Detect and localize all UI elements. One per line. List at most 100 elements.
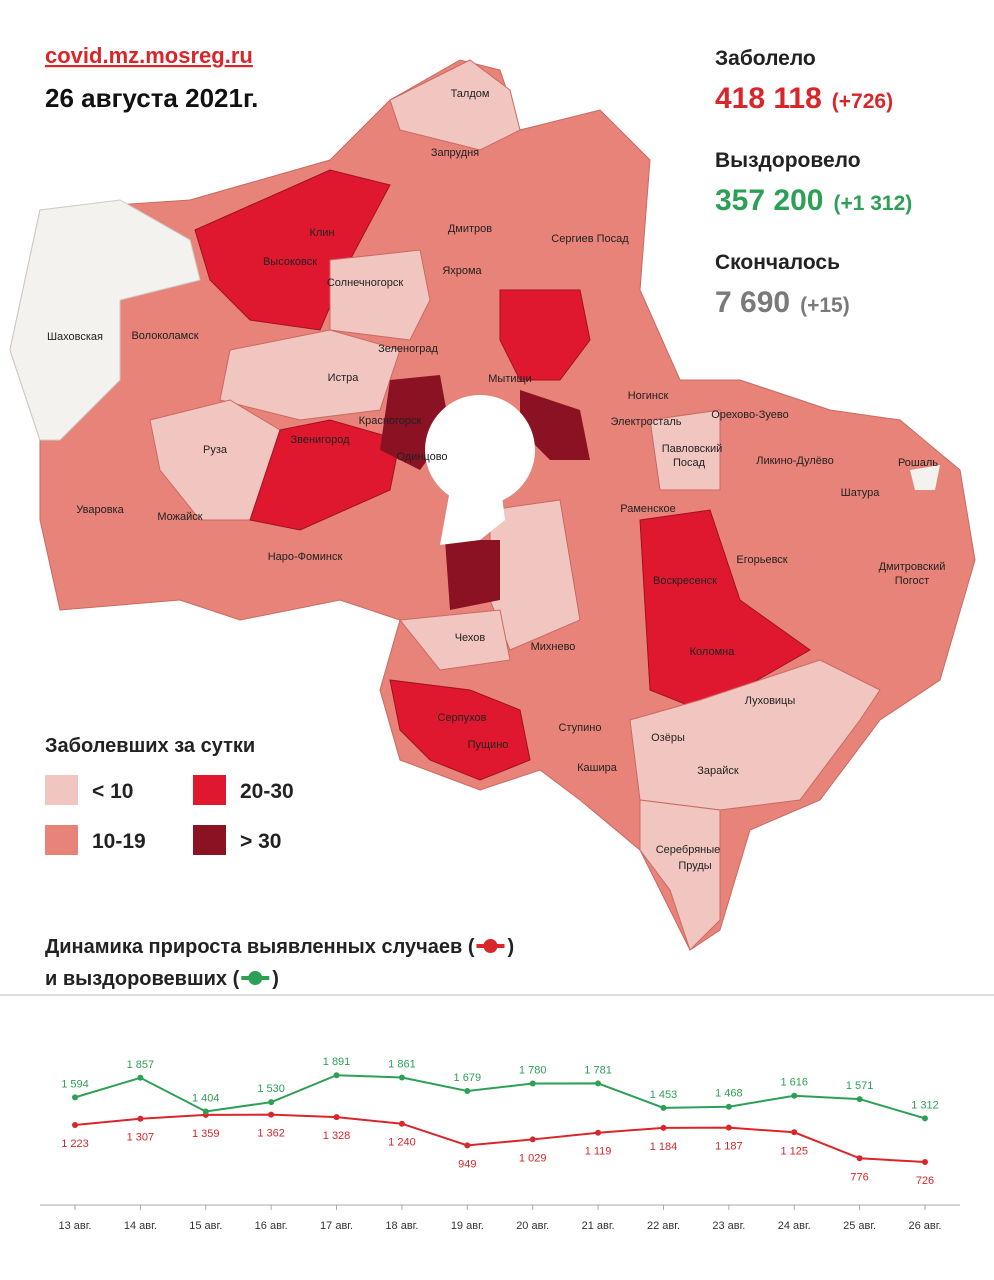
map-label: Высоковск [263,256,317,268]
map-label: Серебряные [656,844,721,856]
point [72,1094,78,1101]
value-label: 1 184 [650,1141,678,1153]
point [333,1072,340,1079]
value-label: 1 328 [323,1130,351,1142]
map-label: Пруды [678,860,711,872]
map-label: Талдом [451,88,490,100]
point [529,1080,536,1087]
line-chart: Динамика прироста выявленных случаев () и… [40,936,960,1232]
x-tick-label: 19 авг. [451,1220,484,1232]
x-tick-label: 13 авг. [59,1220,92,1232]
value-label: 1 029 [519,1152,547,1164]
map: Талдом Запрудня Клин Высоковск Дмитров Сергие… [9,59,976,951]
map-label: Луховицы [745,695,796,707]
region [639,799,721,951]
map-label: Дмитров [448,223,492,235]
stat-delta: (+726) [832,90,893,113]
point [856,1155,863,1162]
value-label: 1 468 [715,1088,743,1100]
point [137,1115,144,1122]
moscow [440,480,505,545]
point [725,1124,732,1131]
point [660,1104,667,1111]
value-label: 949 [458,1158,476,1170]
region [389,679,531,781]
map-label: Клин [309,227,334,239]
map-label: Запрудня [431,147,479,159]
x-tick-label: 16 авг. [255,1220,288,1232]
legend-title: Заболевших за сутки [45,735,255,757]
x-tick-label: 17 авг. [320,1220,353,1232]
value-label: 1 616 [780,1077,808,1089]
legend-swatch [193,825,226,855]
legend-label: > 30 [240,830,281,853]
x-tick-label: 14 авг. [124,1220,157,1232]
point [660,1124,667,1131]
point [333,1114,340,1121]
stat-value: 357 200 [715,184,823,217]
region [629,659,881,811]
point [856,1096,863,1103]
map-label: Уваровка [76,504,124,516]
value-label: 1 530 [257,1083,285,1095]
value-label: 1 307 [127,1132,155,1144]
map-label: Мытищи [488,373,531,385]
map-label: Можайск [157,511,202,523]
map-label: Озёры [651,732,685,744]
point [791,1129,798,1136]
chart-title-paren: ) [272,968,279,990]
map-label: Дмитровский [879,561,946,573]
x-tick-label: 22 авг. [647,1220,680,1232]
value-label: 1 125 [780,1145,808,1157]
legend: < 10 20-30 10-19 > 30 [45,775,294,855]
value-label: 1 891 [323,1056,351,1068]
site-link[interactable]: covid.mz.mosreg.ru [45,43,253,68]
value-label: 1 781 [584,1064,612,1076]
map-label: Ногинск [628,390,669,402]
value-label: 1 861 [388,1058,416,1070]
value-label: 1 679 [454,1072,482,1084]
legend-swatch [193,775,226,805]
x-tick-label: 26 авг. [909,1220,942,1232]
value-label: 1 857 [127,1059,155,1071]
map-label: Шаховская [47,331,103,343]
map-label: Истра [328,372,360,384]
point [791,1092,798,1099]
point [725,1103,732,1110]
map-label: Сергиев Посад [551,233,629,245]
map-label: Наро-Фоминск [268,551,343,563]
value-label: 1 571 [846,1080,874,1092]
region [9,199,201,441]
value-label: 1 404 [192,1093,220,1105]
map-label: Михнево [531,641,576,653]
map-label: Чехов [455,632,486,644]
stat-value: 7 690 [715,286,790,319]
map-label: Электросталь [611,416,682,428]
map-label: Звенигород [290,434,350,446]
region [520,390,590,460]
point [398,1074,405,1081]
region [639,509,811,711]
legend-marker [483,939,498,953]
stats: Заболело 418 118 (+726) Выздоровело 357 200 (… [715,47,912,319]
region [329,249,431,341]
x-tick-label: 21 авг. [582,1220,615,1232]
region [249,419,401,531]
value-label: 726 [916,1175,934,1187]
value-label: 1 223 [61,1138,89,1150]
map-label: Павловский [662,443,723,455]
map-label: Орехово-Зуево [711,409,789,421]
point [464,1142,471,1149]
map-label: Шатура [841,487,881,499]
region [219,329,401,421]
point [268,1099,275,1106]
point [268,1111,275,1118]
x-tick-label: 23 авг. [712,1220,745,1232]
region [649,409,721,491]
point [464,1088,471,1095]
map-label: Солнечногорск [327,277,403,289]
point [137,1074,144,1081]
map-label: Егорьевск [736,554,787,566]
map-label: Зеленоград [378,343,438,355]
